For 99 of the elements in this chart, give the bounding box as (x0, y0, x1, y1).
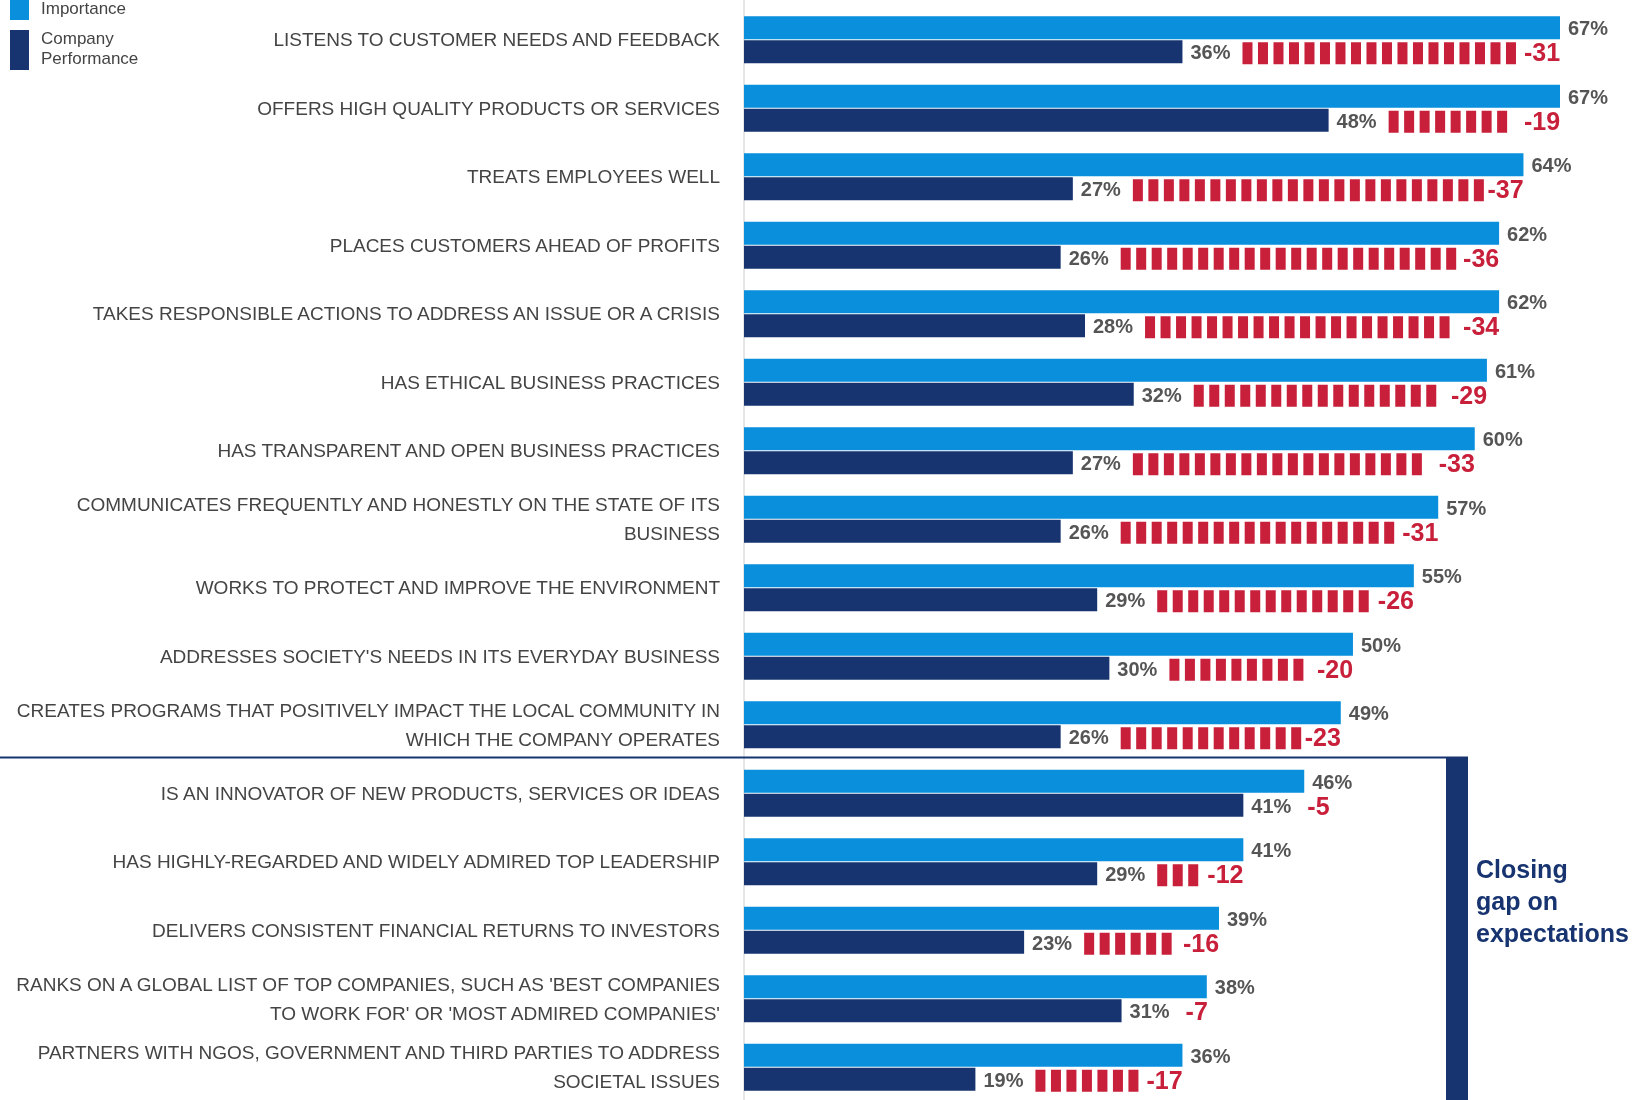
data-label: 27% (1080, 452, 1122, 475)
annotation: -33 (1438, 449, 1475, 478)
data-label: 23% (1032, 931, 1073, 954)
data-label: 29% (1105, 863, 1146, 886)
y-tick-label: WORKS TO PROTECT AND IMPROVE THE ENVIRONMENT (195, 577, 721, 599)
bar (744, 725, 1061, 749)
bar (744, 519, 1061, 543)
data-label: 31% (1129, 1000, 1170, 1023)
data-label: 36% (1190, 41, 1231, 64)
bar (744, 451, 1073, 475)
data-label: 26% (1068, 520, 1109, 543)
data-label: 67% (1568, 17, 1609, 40)
y-tick-label: COMMUNICATES FREQUENTLY AND HONESTLY ON THE STATE OF ITS BUSINESS (76, 494, 720, 545)
data-label: 39% (1226, 907, 1268, 930)
annotation: -19 (1524, 106, 1561, 135)
bar (744, 588, 1098, 612)
data-label: 50% (1360, 633, 1402, 656)
y-tick-label: DELIVERS CONSISTENT FINANCIAL RETURNS TO INVESTORS (151, 919, 720, 941)
bar (744, 108, 1329, 132)
bar (744, 656, 1110, 680)
y-tick-label: HAS HIGHLY-REGARDED AND WIDELY ADMIRED TOP LEADERSHIP (112, 851, 720, 873)
bar (744, 1067, 976, 1091)
data-label: 48% (1336, 109, 1377, 132)
bar (744, 16, 1560, 40)
bar (744, 838, 1244, 862)
y-tick-label: LISTENS TO CUSTOMER NEEDS AND FEEDBACK (273, 29, 721, 51)
bar (744, 153, 1524, 177)
data-label: 49% (1348, 702, 1390, 725)
y-tick-label: TREATS EMPLOYEES WELL (466, 166, 720, 188)
annotation: -23 (1304, 723, 1341, 752)
data-label: 62% (1507, 291, 1548, 314)
data-label: 27% (1080, 178, 1122, 201)
data-label: 32% (1141, 383, 1182, 406)
data-label: 67% (1568, 85, 1609, 108)
data-label: 60% (1482, 428, 1523, 451)
data-label: 41% (1251, 794, 1292, 817)
bar (744, 382, 1134, 406)
annotation: -20 (1316, 654, 1354, 683)
data-label: 62% (1507, 222, 1548, 245)
bar (744, 701, 1341, 725)
legend-label: Importance (41, 0, 127, 18)
annotation: -37 (1487, 175, 1524, 204)
bar (744, 40, 1183, 64)
annotation: Closing gap on expectations (1476, 855, 1629, 947)
y-tick-label: HAS ETHICAL BUSINESS PRACTICES (380, 371, 720, 393)
data-label: 64% (1531, 154, 1572, 177)
y-tick-label: IS AN INNOVATOR OF NEW PRODUCTS, SERVICES OR IDEAS (160, 782, 720, 804)
data-label: 61% (1494, 359, 1536, 382)
y-tick-label: PARTNERS WITH NGOS, GOVERNMENT AND THIRD PARTIES TO ADDRESS SOCIETAL ISSUES (37, 1042, 720, 1093)
annotation: -17 (1146, 1065, 1183, 1094)
y-tick-label: HAS TRANSPARENT AND OPEN BUSINESS PRACTICES (217, 440, 720, 462)
annotation: -29 (1450, 380, 1488, 409)
bar (744, 314, 1086, 338)
data-label: 57% (1446, 496, 1487, 519)
annotation: -36 (1463, 243, 1500, 272)
bar (744, 495, 1439, 519)
data-label: 46% (1312, 770, 1353, 793)
data-label: 29% (1105, 589, 1146, 612)
bar (744, 632, 1353, 656)
annotation: -31 (1402, 517, 1439, 546)
bar (744, 358, 1487, 382)
data-label: 41% (1251, 839, 1292, 862)
y-tick-label: TAKES RESPONSIBLE ACTIONS TO ADDRESS AN ISSUE OR A CRISIS (92, 303, 720, 325)
bar (744, 930, 1025, 954)
bar (744, 862, 1098, 886)
data-label: 19% (983, 1068, 1024, 1091)
annotation: -26 (1377, 586, 1414, 615)
bar (744, 999, 1122, 1023)
bar (744, 290, 1500, 314)
bar (744, 975, 1207, 999)
annotation: -16 (1182, 928, 1220, 957)
annotation: -12 (1207, 860, 1244, 889)
bar (744, 906, 1219, 930)
legend-label: Company Performance (41, 29, 139, 68)
y-tick-label: OFFERS HIGH QUALITY PRODUCTS OR SERVICES (257, 97, 720, 119)
bar (744, 793, 1244, 817)
y-tick-label: ADDRESSES SOCIETY'S NEEDS IN ITS EVERYDAY BUSINESS (159, 645, 720, 667)
data-label: 36% (1190, 1044, 1231, 1067)
annotation: -34 (1463, 312, 1500, 341)
data-label: 38% (1214, 976, 1256, 999)
annotation: -31 (1524, 38, 1561, 67)
data-label: 26% (1068, 246, 1109, 269)
annotation: -7 (1185, 997, 1208, 1026)
bar (744, 177, 1073, 201)
data-label: 28% (1093, 315, 1134, 338)
bar (744, 221, 1500, 245)
y-tick-label: CREATES PROGRAMS THAT POSITIVELY IMPACT THE LOCAL COMMUNITY IN WHICH THE COMPANY OPERATES (16, 699, 720, 750)
y-tick-label: PLACES CUSTOMERS AHEAD OF PROFITS (329, 234, 720, 256)
bar (744, 564, 1414, 588)
bar (744, 245, 1061, 269)
bar (744, 769, 1305, 793)
data-label: 26% (1068, 726, 1109, 749)
data-label: 55% (1421, 565, 1463, 588)
bar (744, 1043, 1183, 1067)
bar (744, 427, 1475, 451)
data-label: 30% (1117, 657, 1158, 680)
y-tick-label: RANKS ON A GLOBAL LIST OF TOP COMPANIES, SUCH AS 'BEST COMPANIES TO WORK FOR' OR 'MOST ADMIRED COMPANIES' (16, 973, 720, 1024)
annotation: -5 (1307, 791, 1330, 820)
bar (744, 84, 1560, 108)
